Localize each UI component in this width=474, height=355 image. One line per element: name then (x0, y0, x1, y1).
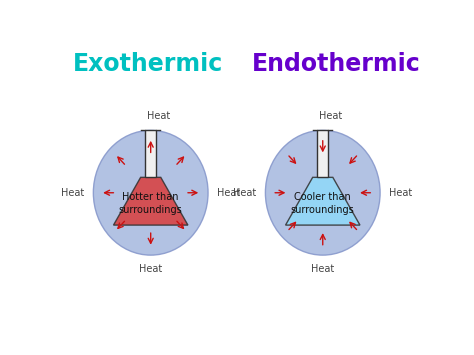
Text: Heat: Heat (319, 111, 342, 121)
Polygon shape (113, 178, 188, 225)
Polygon shape (285, 178, 360, 225)
Text: Heat: Heat (147, 111, 170, 121)
Text: Heat: Heat (139, 264, 162, 274)
Text: Exothermic: Exothermic (73, 52, 223, 76)
Ellipse shape (265, 130, 380, 255)
Text: Heat: Heat (311, 264, 334, 274)
Polygon shape (317, 130, 328, 178)
Polygon shape (145, 130, 156, 178)
Text: Endothermic: Endothermic (251, 52, 420, 76)
Text: Heat: Heat (218, 188, 241, 198)
Ellipse shape (93, 130, 208, 255)
Text: Cooler than
surroundings: Cooler than surroundings (291, 192, 355, 215)
Text: Heat: Heat (61, 188, 84, 198)
Text: Heat: Heat (390, 188, 413, 198)
Text: Heat: Heat (233, 188, 256, 198)
Text: Hotter than
surroundings: Hotter than surroundings (119, 192, 182, 215)
